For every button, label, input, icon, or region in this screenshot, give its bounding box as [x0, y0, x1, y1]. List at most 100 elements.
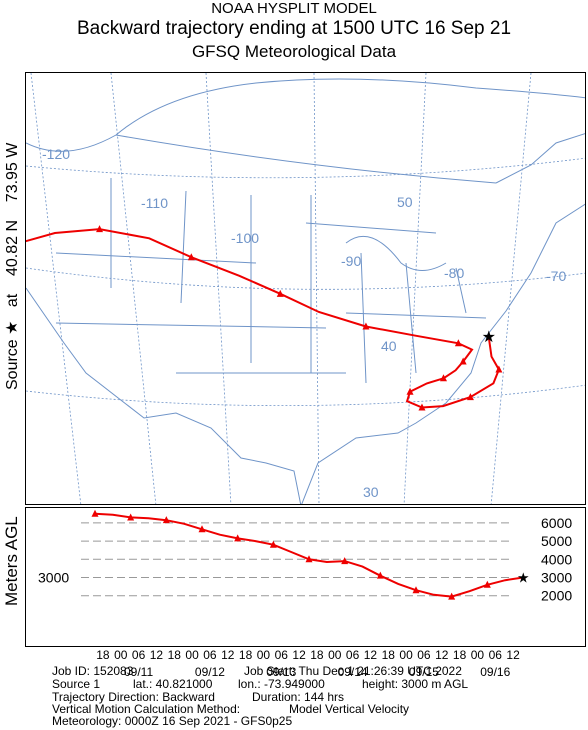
- date-tick-label: 09/11: [124, 665, 153, 679]
- height-tick-label: 2000: [541, 588, 572, 604]
- canada-lines: [26, 78, 585, 152]
- hour-tick-label: 18: [96, 648, 110, 662]
- meteorology-title: GFSQ Meteorological Data: [191, 42, 397, 61]
- trajectory-marker: [466, 393, 474, 401]
- source-lat: 40.82 N: [4, 219, 21, 277]
- height-tick-label: 5000: [541, 533, 572, 549]
- hour-tick-label: 00: [399, 648, 413, 662]
- parallel-50: [26, 157, 585, 179]
- height-tick-label: 4000: [541, 551, 572, 567]
- great-lakes: [345, 235, 447, 271]
- trajectory-map: -120 -110 -100 -90 -80 -70 50 40 30 ★: [25, 72, 586, 505]
- trajectory-line: [26, 228, 501, 409]
- map-canvas: -120 -110 -100 -90 -80 -70 50 40 30 ★: [26, 73, 585, 504]
- longitude-label: -100: [231, 230, 259, 246]
- meridian-80: [403, 73, 427, 504]
- source-star-icon: ★: [482, 329, 496, 346]
- job-start: Job Start: Thu Dec 1 21:26:39 UTC 2022: [244, 664, 462, 678]
- hour-tick-label: 12: [435, 648, 449, 662]
- hour-tick-label: 18: [310, 648, 324, 662]
- trajectory-marker: [96, 225, 104, 233]
- profile-marker: [412, 586, 420, 594]
- hour-tick-label: 12: [292, 648, 306, 662]
- hour-tick-label: 00: [185, 648, 199, 662]
- latitude-label: 50: [397, 194, 413, 210]
- parallel-30: [26, 384, 585, 407]
- profile-marker: [162, 516, 170, 524]
- trajectory-marker: [454, 339, 462, 347]
- latitude-label: 30: [363, 484, 379, 500]
- date-tick-label: 09/14: [338, 665, 368, 679]
- date-tick-label: 09/12: [195, 665, 225, 679]
- hour-tick-label: 06: [132, 648, 146, 662]
- meridian-90: [313, 73, 320, 504]
- profile-marker: [234, 534, 242, 542]
- trajectory-marker: [187, 253, 195, 261]
- profile-chart: 6000 5000 4000 3000 2000 3000 ★: [38, 509, 572, 604]
- state-boundaries-horizontal: [55, 222, 487, 374]
- source-location-label: Source ★ at 40.82 N 73.95 W: [2, 143, 22, 390]
- hour-tick-label: 12: [364, 648, 378, 662]
- trajectory-title: Backward trajectory ending at 1500 UTC 1…: [76, 18, 512, 39]
- duration: Duration: 144 hrs: [252, 690, 345, 704]
- source-lon-value: lon.: -73.949000: [238, 677, 325, 691]
- profile-marker: [341, 557, 349, 565]
- height-tick-label: 6000: [541, 515, 572, 531]
- longitude-label: -80: [444, 265, 464, 281]
- maine-border: [495, 133, 585, 184]
- hour-tick-label: 06: [275, 648, 289, 662]
- profile-marker: [127, 513, 135, 521]
- trajectory-marker: [440, 374, 448, 382]
- date-tick-label: 09/13: [266, 665, 296, 679]
- hour-tick-label: 18: [239, 648, 253, 662]
- vertical-method-value: Model Vertical Velocity: [289, 702, 410, 716]
- profile-line: [94, 512, 524, 598]
- latitude-label: 40: [381, 338, 397, 354]
- state-boundaries: [110, 178, 467, 384]
- model-title: NOAA HYSPLIT MODEL: [211, 0, 377, 17]
- source-height-value: height: 3000 m AGL: [362, 677, 469, 691]
- source-star-icon: ★: [4, 320, 21, 335]
- meridian-100: [205, 73, 232, 504]
- vertical-profile-panel: 6000 5000 4000 3000 2000 3000 ★: [25, 507, 586, 647]
- hour-tick-label: 12: [506, 648, 520, 662]
- trajectory-direction: Trajectory Direction: Backward: [52, 690, 215, 704]
- meteorology-label: Meteorology: 0000Z 16 Sep 2021 - GFS0p25: [52, 714, 293, 728]
- hour-tick-label: 00: [328, 648, 342, 662]
- profile-marker: [305, 555, 313, 563]
- trajectory-marker: [362, 322, 370, 330]
- hour-tick-label: 18: [382, 648, 396, 662]
- trajectory-marker: [459, 357, 467, 365]
- trajectory-marker: [495, 365, 503, 373]
- profile-y-axis-label: Meters AGL: [2, 516, 21, 606]
- hour-tick-label: 12: [150, 648, 164, 662]
- meridian-70: [490, 73, 532, 504]
- date-tick-label: 09/15: [409, 665, 439, 679]
- longitude-label: -90: [341, 253, 361, 269]
- meridian-120: [30, 73, 82, 504]
- trajectory-marker: [276, 289, 284, 297]
- source-lat-value: lat.: 40.821000: [133, 677, 213, 691]
- trajectory-marker: [406, 387, 414, 395]
- profile-marker: [198, 525, 206, 533]
- profile-source-star-icon: ★: [517, 570, 530, 586]
- source-lon: 73.95 W: [4, 142, 21, 203]
- source-number: Source 1: [52, 677, 101, 691]
- hour-tick-label: 06: [203, 648, 217, 662]
- profile-marker: [448, 592, 456, 600]
- parallel-40: [26, 267, 585, 290]
- date-tick-label: 09/16: [480, 665, 510, 679]
- job-id: Job ID: 152083: [52, 664, 134, 678]
- hour-tick-label: 12: [221, 648, 235, 662]
- hour-tick-label: 00: [257, 648, 271, 662]
- source-at: at: [4, 293, 21, 308]
- canada-us-border: [115, 134, 497, 184]
- hour-tick-label: 18: [168, 648, 182, 662]
- vertical-method-label: Vertical Motion Calculation Method:: [52, 702, 241, 716]
- hour-tick-label: 18: [453, 648, 467, 662]
- mexico-border: [26, 287, 302, 504]
- profile-marker: [483, 580, 491, 588]
- height-tick-label: 3000: [541, 570, 572, 586]
- hour-tick-label: 00: [114, 648, 128, 662]
- profile-marker: [269, 540, 277, 548]
